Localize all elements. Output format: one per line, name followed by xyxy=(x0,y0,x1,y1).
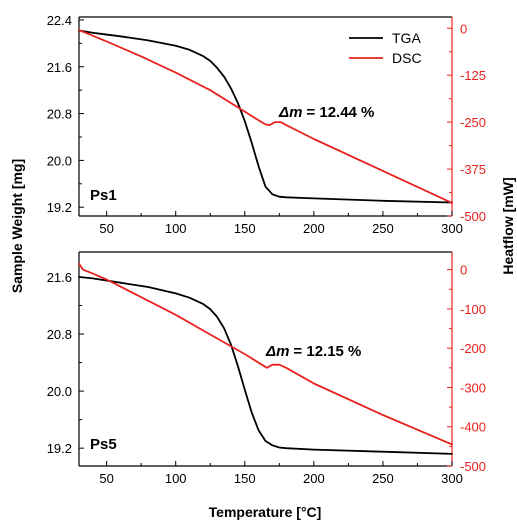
x-tick-label: 300 xyxy=(441,221,463,236)
y-left-tick-label: 20.0 xyxy=(47,153,72,168)
y-left-tick-label: 19.2 xyxy=(47,200,72,215)
x-tick-label: 50 xyxy=(99,471,113,486)
mass-loss-value: = 12.44 % xyxy=(306,104,374,121)
y-right-tick-label: -500 xyxy=(460,209,486,224)
mass-loss-annotation: Δm = 12.15 % xyxy=(265,343,361,360)
y-right-tick-label: 0 xyxy=(460,21,467,36)
y-left-tick-label: 20.8 xyxy=(47,327,72,342)
y-right-tick-label: 0 xyxy=(460,263,467,278)
panel-ps5: 50 100 150 200 250 300 21.6 20.8 20.0 19.2 0 -100 -2… xyxy=(47,251,486,486)
dsc-series-line xyxy=(78,262,453,446)
panel-ps1: 50 100 150 200 250 300 22.4 21.6 20.8 20.0 19.2 0 -1… xyxy=(47,13,486,236)
x-tick-label: 50 xyxy=(99,221,113,236)
x-tick-label: 150 xyxy=(234,221,256,236)
y-left-tick-label: 20.8 xyxy=(47,107,72,122)
x-axis-title: Temperature [°C] xyxy=(209,504,322,520)
y-left-tick-label: 21.6 xyxy=(47,60,72,75)
y-right-tick-label: -300 xyxy=(460,380,486,395)
mass-loss-symbol: Δm xyxy=(278,104,302,121)
y-right-tick-label: -400 xyxy=(460,420,486,435)
mass-loss-symbol: Δm xyxy=(265,343,289,360)
legend: TGA DSC xyxy=(349,30,422,66)
x-tick-label: 200 xyxy=(303,471,325,486)
y-left-tick-label: 19.2 xyxy=(47,441,72,456)
y-axis-right-title: Heatflow [mW] xyxy=(500,177,516,274)
tga-series-line xyxy=(78,276,453,455)
y-left-tick-label: 20.0 xyxy=(47,384,72,399)
x-tick-label: 150 xyxy=(234,471,256,486)
y-right-tick-label: -100 xyxy=(460,302,486,317)
tga-series-line xyxy=(78,29,453,204)
mass-loss-annotation: Δm = 12.44 % xyxy=(278,104,374,121)
y-right-tick-label: -250 xyxy=(460,115,486,130)
panel-label: Ps5 xyxy=(90,436,117,453)
y-left-tick-label: 21.6 xyxy=(47,270,72,285)
x-tick-label: 250 xyxy=(372,221,394,236)
y-right-tick-label: -375 xyxy=(460,162,486,177)
y-axis-left-title: Sample Weight [mg] xyxy=(9,159,25,293)
y-right-tick-label: -500 xyxy=(460,459,486,474)
y-right-tick-label: -200 xyxy=(460,341,486,356)
legend-tga-label: TGA xyxy=(392,30,421,46)
y-left-tick-label: 22.4 xyxy=(47,13,72,28)
x-tick-label: 100 xyxy=(165,471,187,486)
legend-dsc-label: DSC xyxy=(392,50,422,66)
dsc-series-line xyxy=(78,29,453,204)
x-tick-label: 100 xyxy=(165,221,187,236)
x-tick-label: 200 xyxy=(303,221,325,236)
y-right-tick-label: -125 xyxy=(460,68,486,83)
x-tick-label: 250 xyxy=(372,471,394,486)
panel-label: Ps1 xyxy=(90,187,117,204)
mass-loss-value: = 12.15 % xyxy=(293,343,361,360)
x-tick-label: 300 xyxy=(441,471,463,486)
